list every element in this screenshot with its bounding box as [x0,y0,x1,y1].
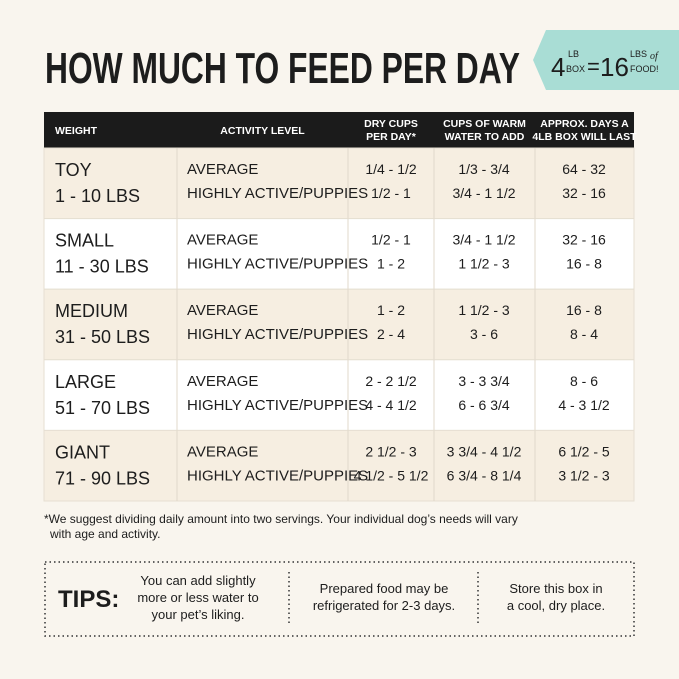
table-row [43,288,635,361]
activity: HIGHLY ACTIVE/PUPPIES [187,256,368,273]
weight-range: 1 - 10 LBS [55,186,140,206]
amount: 64 - 32 [562,161,606,177]
tips: You can add slightly more or less water t… [137,573,605,622]
amount: 2 - 2 1/2 [365,373,417,389]
header-cell: WEIGHT [55,125,98,137]
activity: HIGHLY ACTIVE/PUPPIES [187,467,368,484]
header-cell: WATER TO ADD [445,131,525,143]
activity: AVERAGE [187,373,258,390]
table-row [43,429,635,502]
amount: 4 1/2 - 5 1/2 [354,467,429,483]
badge-unit: BOX [566,64,585,74]
header-cell: APPROX. DAYS A [540,118,629,130]
activity: HIGHLY ACTIVE/PUPPIES [187,397,368,414]
amount: 32 - 16 [562,185,606,201]
activity: AVERAGE [187,443,258,460]
weight-range: 71 - 90 LBS [55,468,150,488]
table-row [43,218,635,290]
tips-label: TIPS: [58,586,119,613]
amount: 1/4 - 1/2 [365,161,417,177]
badge-number: 16 [600,52,629,82]
activity: AVERAGE [187,232,258,249]
header-cell: 4LB BOX WILL LAST [532,131,637,143]
weight-range: 51 - 70 LBS [55,398,150,418]
activity: HIGHLY ACTIVE/PUPPIES [187,185,368,202]
tip-line: a cool, dry place. [507,598,605,613]
amount: 2 1/2 - 3 [365,443,417,459]
amount: 1/2 - 1 [371,232,411,248]
tip-line: your pet’s liking. [152,607,245,622]
tips-box [44,561,635,637]
size-name: TOY [55,160,92,180]
badge-unit: LB [568,49,579,59]
amount: 32 - 16 [562,232,606,248]
title: HOW MUCH TO FEED PER DAY [45,44,520,93]
footnote: *We suggest dividing daily amount into t… [44,512,518,541]
amount: 6 - 6 3/4 [458,397,510,413]
amount: 3 3/4 - 4 1/2 [447,443,522,459]
activity: AVERAGE [187,302,258,319]
size-name: MEDIUM [55,301,128,321]
amount: 8 - 6 [570,373,598,389]
amount: 1 1/2 - 3 [458,302,510,318]
amount: 8 - 4 [570,326,598,342]
amount: 6 1/2 - 5 [558,443,610,459]
amount: 4 - 3 1/2 [558,397,610,413]
size-name: SMALL [55,231,114,251]
badge-equals: = [587,54,600,79]
badge-number: 4 [551,52,565,82]
table-row [43,147,635,220]
header-cell: PER DAY* [366,131,417,143]
weight-range: 31 - 50 LBS [55,327,150,347]
tip-line: Prepared food may be [320,581,449,596]
badge [533,30,679,90]
amount: 2 - 4 [377,326,405,342]
activity: HIGHLY ACTIVE/PUPPIES [187,326,368,343]
amount: 3/4 - 1 1/2 [452,185,515,201]
header-row [44,112,634,148]
header-cell: DRY CUPS [364,118,418,130]
footnote-line: with age and activity. [49,527,161,541]
badge-unit: FOOD! [630,64,659,74]
amount: 1 - 2 [377,256,405,272]
amount: 3 - 3 3/4 [458,373,510,389]
amount: 4 - 4 1/2 [365,397,417,413]
badge-unit: of [650,51,659,62]
tip-line: You can add slightly [140,573,256,588]
amount: 3 1/2 - 3 [558,467,610,483]
amount: 1 - 2 [377,302,405,318]
amount: 6 3/4 - 8 1/4 [447,467,522,483]
table-row [43,359,635,431]
badge-unit: LBS [630,49,647,59]
amount: 16 - 8 [566,256,602,272]
amount: 16 - 8 [566,302,602,318]
amount: 1/2 - 1 [371,185,411,201]
amount: 3/4 - 1 1/2 [452,232,515,248]
amount: 3 - 6 [470,326,498,342]
amount: 1/3 - 3/4 [458,161,510,177]
tip-line: more or less water to [137,590,258,605]
size-name: GIANT [55,442,110,462]
amount: 1 1/2 - 3 [458,256,510,272]
tip-line: refrigerated for 2-3 days. [313,598,455,613]
header-cell: CUPS OF WARM [443,118,526,130]
header-cell: ACTIVITY LEVEL [220,125,305,137]
activity: AVERAGE [187,161,258,178]
weight-range: 11 - 30 LBS [55,257,149,277]
size-name: LARGE [55,372,116,392]
footnote-line: *We suggest dividing daily amount into t… [44,512,518,526]
tip-line: Store this box in [509,581,602,596]
